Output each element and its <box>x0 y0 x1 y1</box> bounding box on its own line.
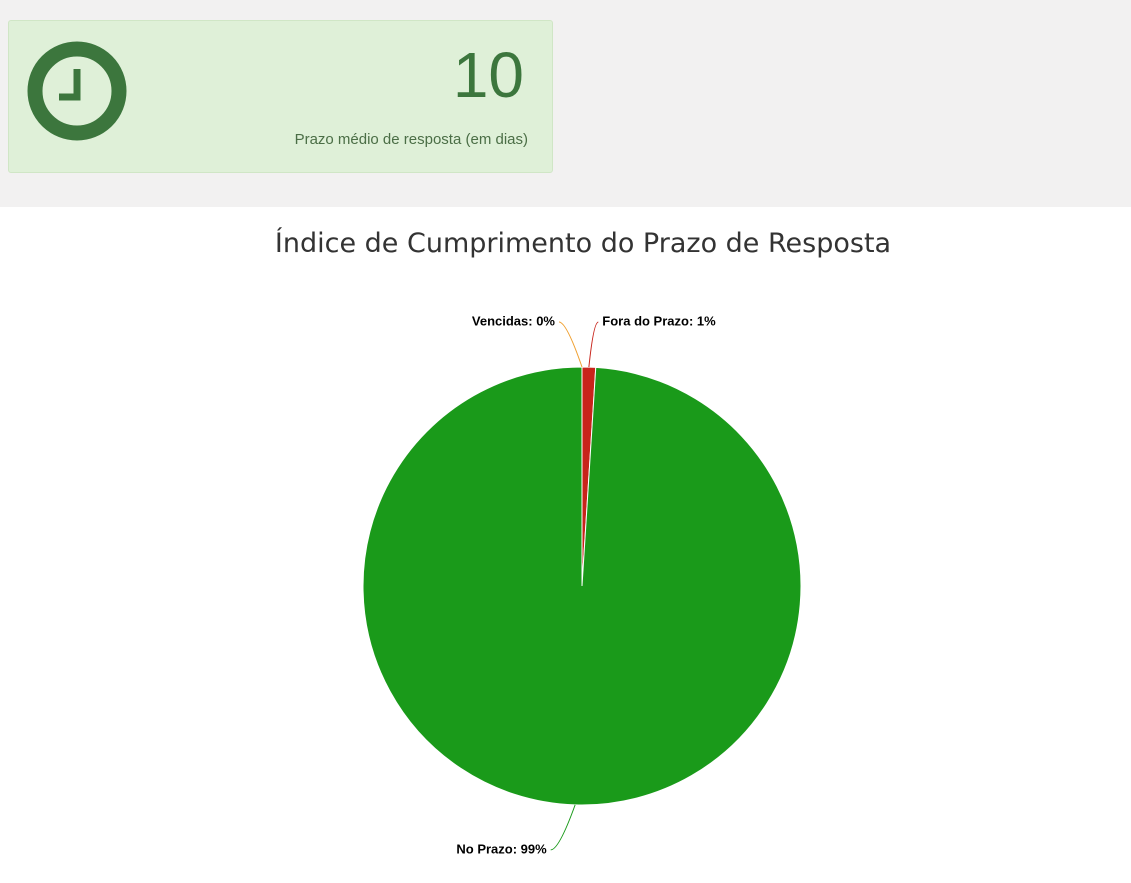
label-connector <box>550 804 576 851</box>
stat-label: Prazo médio de resposta (em dias) <box>294 131 528 148</box>
data-label: Vencidas: 0% <box>472 313 556 328</box>
chart: Índice de Cumprimento do Prazo de Respos… <box>275 227 891 856</box>
label-connector <box>588 321 599 368</box>
stat-value: 10 <box>452 39 524 111</box>
chart-title: Índice de Cumprimento do Prazo de Respos… <box>275 227 891 259</box>
label-connector <box>558 321 583 368</box>
pie-slice <box>362 366 802 806</box>
stat-card: 10 Prazo médio de resposta (em dias) <box>8 20 553 173</box>
clock-icon <box>27 41 127 141</box>
data-label: Fora do Prazo: 1% <box>602 314 716 329</box>
data-label: No Prazo: 99% <box>456 841 547 856</box>
